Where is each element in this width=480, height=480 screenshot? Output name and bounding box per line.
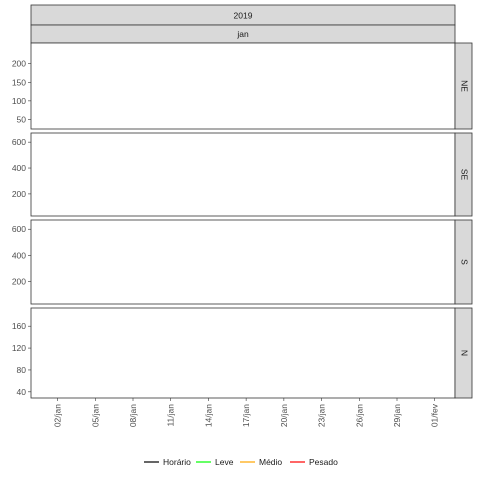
y-tick-label: 100 xyxy=(12,96,26,106)
x-tick-label: 02/jan xyxy=(53,404,63,427)
panel-se: 200 400 600 SE xyxy=(12,132,473,217)
y-tick-label: 600 xyxy=(12,224,26,234)
strip-region-label: NE xyxy=(459,80,469,92)
y-tick-label: 160 xyxy=(12,321,26,331)
strip-region xyxy=(454,42,473,130)
y-tick-label: 40 xyxy=(17,387,27,397)
panel-border xyxy=(30,42,456,130)
x-axis: 02/jan 05/jan 08/jan 11/jan 14/jan 17/jan 20/j… xyxy=(53,398,440,427)
panel-border xyxy=(30,219,456,305)
x-tick-label: 29/jan xyxy=(392,404,402,427)
y-tick-label: 120 xyxy=(12,343,26,353)
strip-region xyxy=(454,219,473,305)
legend-item-pesado: Pesado xyxy=(290,457,338,467)
y-tick-label: 200 xyxy=(12,277,26,287)
y-tick-label: 400 xyxy=(12,163,26,173)
legend-item-horário: Horário xyxy=(144,457,191,467)
x-tick-label: 20/jan xyxy=(279,404,289,427)
legend-item-médio: Médio xyxy=(240,457,282,467)
strip-region-label: SE xyxy=(459,169,469,181)
x-tick-label: 05/jan xyxy=(90,404,100,427)
y-tick-label: 80 xyxy=(17,365,27,375)
y-tick-label: 50 xyxy=(17,114,27,124)
x-tick-label: 01/fev xyxy=(430,403,440,427)
panel-n: 40 80 120 160 N xyxy=(12,307,473,399)
y-tick-label: 600 xyxy=(12,137,26,147)
y-tick-label: 150 xyxy=(12,77,26,87)
strip-region-label: N xyxy=(459,350,469,356)
y-tick-label: 200 xyxy=(12,59,26,69)
legend-label: Leve xyxy=(215,457,234,467)
panel-ne: 50 100 150 200 NE xyxy=(12,42,473,130)
legend-label: Pesado xyxy=(309,457,338,467)
strip-year-label: 2019 xyxy=(234,11,253,21)
x-tick-label: 26/jan xyxy=(354,404,364,427)
legend: Horário Leve Médio Pesado xyxy=(144,457,338,467)
y-tick-label: 400 xyxy=(12,250,26,260)
x-tick-label: 11/jan xyxy=(166,404,176,427)
legend-item-leve: Leve xyxy=(196,457,234,467)
legend-label: Médio xyxy=(259,457,282,467)
x-tick-label: 17/jan xyxy=(241,404,251,427)
x-tick-label: 14/jan xyxy=(203,404,213,427)
panel-border xyxy=(30,307,456,399)
strip-month-label: jan xyxy=(236,29,249,39)
y-tick-label: 200 xyxy=(12,189,26,199)
strip-region-label: S xyxy=(459,259,469,265)
panel-border xyxy=(30,132,456,217)
strip-region xyxy=(454,132,473,217)
panels-group: 50 100 150 200 NE 200 400 600 SE 200 400 600 S 40 80 12… xyxy=(12,42,473,399)
panel-s: 200 400 600 S xyxy=(12,219,473,305)
legend-label: Horário xyxy=(163,457,191,467)
strip-region xyxy=(454,307,473,399)
x-tick-label: 23/jan xyxy=(317,404,327,427)
x-tick-label: 08/jan xyxy=(128,404,138,427)
